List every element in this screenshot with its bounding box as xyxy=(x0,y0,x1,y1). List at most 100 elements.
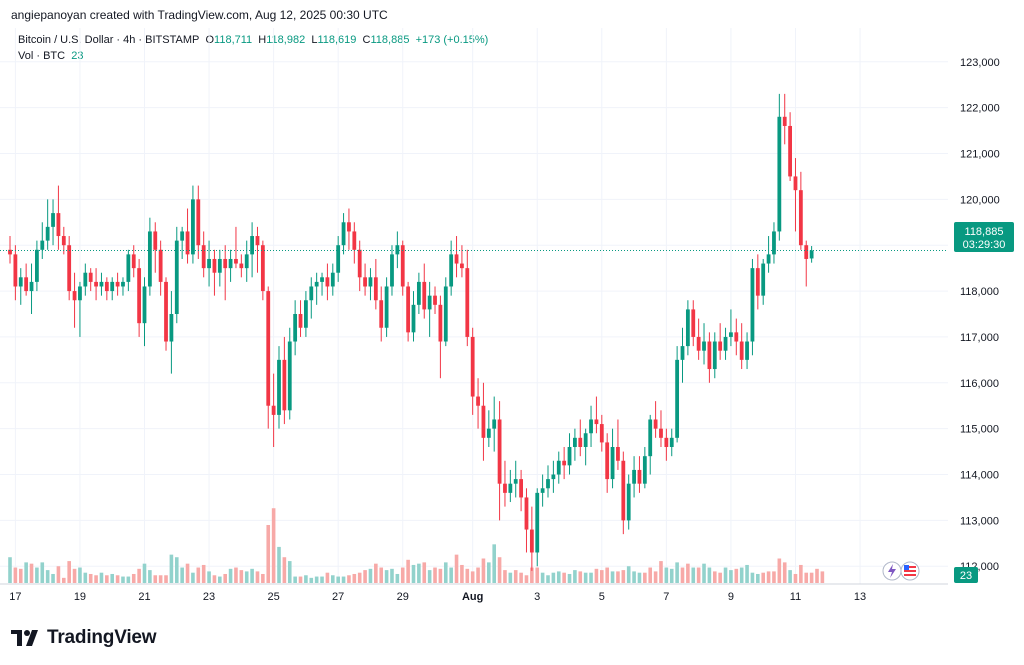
volume-bar xyxy=(400,567,405,583)
volume-bar xyxy=(406,559,410,583)
candle xyxy=(443,277,448,347)
volume-bar xyxy=(637,572,642,583)
candle xyxy=(535,488,540,567)
candle-body xyxy=(519,479,523,498)
high-value: 118,982 xyxy=(266,34,306,46)
volume-bar xyxy=(244,571,249,583)
candle-body xyxy=(443,286,448,342)
volume-bar xyxy=(282,557,287,583)
volume-bar xyxy=(45,570,50,583)
tradingview-logo[interactable]: TradingView xyxy=(11,626,157,650)
candle-body xyxy=(51,213,55,227)
candle xyxy=(347,208,351,250)
volume-bar xyxy=(250,568,254,583)
candle xyxy=(551,460,556,493)
low-value: 118,619 xyxy=(317,34,357,46)
volume-bar xyxy=(88,573,93,583)
candle xyxy=(605,433,610,493)
volume-bar xyxy=(460,564,464,583)
time-tick-label: 29 xyxy=(397,591,409,603)
candle xyxy=(293,300,298,356)
volume-bar xyxy=(729,570,733,583)
candle xyxy=(422,263,427,319)
candle-body xyxy=(782,116,787,126)
volume-bar xyxy=(293,576,297,583)
volume-bar xyxy=(105,575,109,583)
volume-bar xyxy=(148,570,152,583)
volume-bar xyxy=(793,573,798,583)
candle-body xyxy=(390,254,394,287)
candle xyxy=(239,254,244,278)
candle-body xyxy=(610,447,615,480)
candle-body xyxy=(809,250,814,259)
volume-bar xyxy=(56,566,61,583)
candle xyxy=(104,277,109,301)
candle xyxy=(707,332,712,383)
volume-bar xyxy=(766,571,771,583)
candle-body xyxy=(755,268,760,296)
volume-bar xyxy=(809,572,814,583)
candle xyxy=(99,272,104,296)
volume-bar xyxy=(621,570,626,583)
candle xyxy=(217,249,222,287)
volume-badge-bg xyxy=(954,567,978,583)
candle xyxy=(804,240,809,287)
candle-body xyxy=(616,447,620,461)
volume-bar xyxy=(503,570,507,583)
symbol-name[interactable]: Bitcoin / U.S. Dollar · 4h · BITSTAMP xyxy=(18,34,200,46)
candle xyxy=(277,346,281,429)
candle-body xyxy=(669,437,674,447)
candle-body xyxy=(750,268,755,342)
volume-bar xyxy=(72,568,77,583)
candle-body xyxy=(169,314,174,342)
volume-bar xyxy=(589,572,593,583)
candle-body xyxy=(174,240,179,314)
time-tick-label: 17 xyxy=(9,591,21,603)
candle xyxy=(653,401,658,438)
volume-bar xyxy=(513,570,518,583)
candle xyxy=(131,245,136,278)
candle xyxy=(492,396,497,452)
candle-body xyxy=(551,474,556,480)
volume-bar xyxy=(411,564,416,583)
candle xyxy=(454,236,459,278)
candle-body xyxy=(594,419,599,425)
volume-label: Vol · BTC xyxy=(18,50,66,62)
price-chart[interactable]: 123,000122,000121,000120,000119,000118,0… xyxy=(0,0,1024,620)
candle xyxy=(40,222,45,259)
candle-body xyxy=(798,190,803,246)
candle xyxy=(788,112,792,181)
candle xyxy=(191,185,195,264)
candle-body xyxy=(680,346,685,360)
volume-bar xyxy=(669,568,674,583)
volume-bar xyxy=(546,575,550,583)
candle-body xyxy=(702,341,706,351)
symbol-legend[interactable]: Bitcoin / U.S. Dollar · 4h · BITSTAMP O1… xyxy=(18,34,488,46)
volume-bar xyxy=(121,576,125,583)
candle xyxy=(88,268,93,292)
candle xyxy=(201,231,206,278)
candle-body xyxy=(110,281,115,292)
volume-bar xyxy=(465,568,470,583)
candle-body xyxy=(546,479,550,489)
candle xyxy=(664,428,669,461)
price-tick-label: 117,000 xyxy=(960,332,999,344)
candle-body xyxy=(503,483,507,493)
candle-body xyxy=(78,286,82,301)
price-tick-label: 115,000 xyxy=(960,424,999,436)
candle xyxy=(164,277,168,351)
candle-body xyxy=(244,254,249,269)
candle xyxy=(212,249,217,296)
candle xyxy=(72,272,77,328)
volume-bar xyxy=(131,573,136,583)
candle-body xyxy=(642,456,647,484)
volume-bar xyxy=(443,562,448,583)
candle-body xyxy=(772,231,776,255)
candle xyxy=(174,226,179,324)
event-icons[interactable] xyxy=(882,561,920,581)
candle xyxy=(78,281,82,337)
time-axis[interactable]: 17 19 21 23 25 27 29 Aug 3 5 7 9 11 13 xyxy=(9,591,866,603)
price-axis[interactable]: 123,000122,000121,000120,000119,000118,0… xyxy=(960,57,1000,573)
candle-body xyxy=(793,176,798,191)
volume-bar xyxy=(78,567,82,583)
